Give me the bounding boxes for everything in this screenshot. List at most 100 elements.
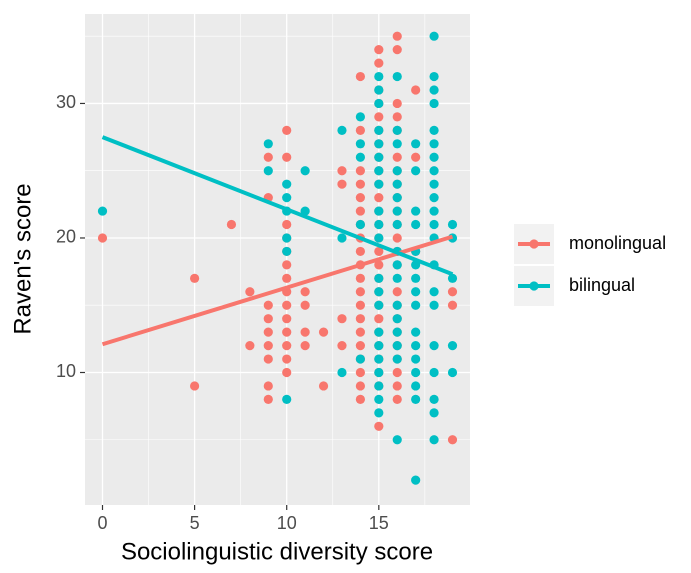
point: [263, 166, 273, 176]
point: [355, 287, 365, 297]
point: [374, 300, 384, 310]
point: [300, 166, 310, 176]
point: [263, 139, 273, 149]
point: [374, 340, 384, 351]
point: [355, 300, 365, 310]
point: [411, 152, 421, 162]
point: [355, 139, 365, 149]
point: [374, 166, 384, 176]
point: [374, 71, 384, 82]
point: [411, 273, 421, 283]
legend-point: [529, 239, 539, 249]
point: [263, 381, 273, 391]
point: [429, 98, 439, 109]
point: [429, 71, 439, 82]
point: [374, 179, 384, 189]
point: [392, 340, 402, 351]
y-tick-label: 10: [56, 361, 76, 381]
point: [392, 260, 402, 270]
point: [429, 166, 439, 176]
point: [392, 206, 402, 216]
point: [447, 435, 458, 445]
point: [411, 475, 421, 485]
point: [411, 300, 421, 310]
point: [411, 139, 421, 149]
point: [392, 219, 402, 230]
point: [411, 327, 421, 337]
point: [411, 394, 421, 405]
point: [374, 246, 384, 257]
point: [429, 408, 439, 418]
point: [392, 98, 402, 109]
point: [411, 287, 421, 297]
point: [429, 219, 439, 230]
point: [300, 327, 310, 337]
point: [355, 367, 365, 378]
point: [282, 367, 292, 378]
legend-point: [529, 281, 539, 291]
point: [190, 381, 200, 391]
point: [282, 327, 292, 337]
point: [392, 179, 402, 189]
point: [318, 381, 329, 391]
point: [282, 394, 292, 405]
point: [374, 408, 384, 418]
point: [429, 85, 439, 95]
point: [392, 166, 402, 176]
point: [392, 327, 402, 337]
marks: [97, 31, 458, 485]
point: [263, 152, 273, 162]
point: [429, 394, 439, 405]
point: [300, 287, 310, 297]
point: [337, 314, 347, 324]
point: [392, 112, 402, 122]
point: [392, 367, 402, 378]
point: [355, 179, 365, 189]
point: [282, 246, 292, 257]
point: [282, 233, 292, 243]
legend-label: monolingual: [569, 233, 666, 253]
point: [392, 152, 402, 162]
point: [282, 314, 292, 324]
point: [97, 206, 108, 216]
point: [355, 166, 365, 176]
point: [374, 85, 384, 95]
point: [355, 381, 365, 391]
point: [282, 300, 292, 310]
point: [245, 287, 255, 297]
y-tick-label: 30: [56, 92, 76, 112]
point: [282, 152, 292, 162]
point: [263, 340, 273, 351]
point: [282, 354, 292, 364]
point: [392, 381, 402, 391]
point: [392, 394, 402, 405]
point: [355, 193, 365, 203]
point: [411, 206, 421, 216]
point: [282, 219, 292, 230]
point: [374, 327, 384, 337]
point: [429, 435, 439, 445]
point: [337, 166, 347, 176]
fit-line: [101, 234, 454, 347]
point: [355, 340, 365, 351]
point: [337, 340, 347, 351]
point: [355, 152, 365, 162]
x-tick-label: 10: [277, 513, 297, 533]
point: [429, 300, 439, 310]
point: [411, 367, 421, 378]
point: [282, 340, 292, 351]
point: [355, 206, 365, 216]
point: [411, 381, 421, 391]
point: [374, 125, 384, 135]
point: [374, 381, 384, 391]
point: [447, 273, 458, 283]
point: [411, 340, 421, 351]
point: [263, 327, 273, 337]
point: [318, 327, 329, 337]
point: [282, 179, 292, 189]
point: [447, 340, 458, 351]
point: [392, 71, 402, 82]
point: [355, 354, 365, 364]
point: [374, 367, 384, 378]
point: [374, 112, 384, 122]
